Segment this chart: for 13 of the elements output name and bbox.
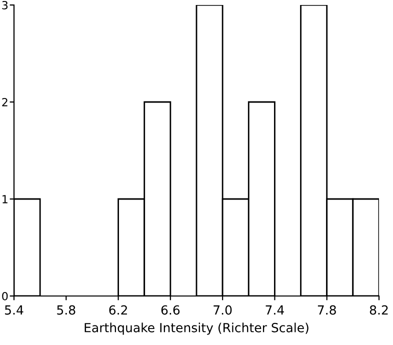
x-tick-label: 8.2 <box>370 305 388 315</box>
x-tick-label: 7.8 <box>318 305 336 315</box>
x-tick-label: 5.4 <box>5 305 24 315</box>
x-tick-label: 6.2 <box>109 305 127 315</box>
y-tick-label: 2 <box>2 98 8 106</box>
y-tick-label: 0 <box>2 292 8 300</box>
y-tick-label: 1 <box>2 195 8 204</box>
x-tick-label: 5.8 <box>57 305 76 315</box>
x-tick-label: 7.4 <box>266 305 284 315</box>
x-axis-title: Earthquake Intensity (Richter Scale) <box>84 322 308 335</box>
x-tick-label: 7.0 <box>214 305 232 315</box>
x-tick-label: 6.6 <box>161 305 180 315</box>
y-tick-label: 3 <box>2 0 8 10</box>
